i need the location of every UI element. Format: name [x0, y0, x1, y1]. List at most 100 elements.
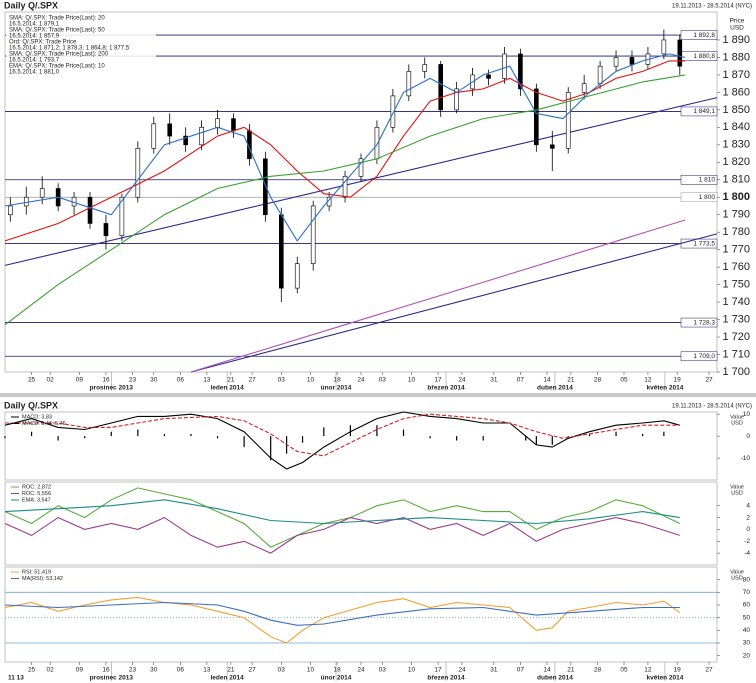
histogram-bar [535, 436, 537, 445]
x-tick-label: 14 [543, 377, 551, 384]
legend-value: 16.5.2014: 1 857,9 [9, 34, 60, 40]
y-tick-label: 4 [746, 502, 750, 509]
histogram-bar [482, 436, 484, 441]
histogram-bar [163, 433, 166, 437]
y-tick-label: 1 810 [722, 174, 750, 186]
y-tick-label: 2 [746, 514, 750, 521]
x-tick-label: 25 [28, 377, 36, 384]
legend-name: EMA: Q/.SPX: Trade Price(Last): 10 [9, 64, 105, 70]
candle-body [486, 74, 491, 79]
candle-body [199, 127, 204, 146]
x-tick-label: 06 [177, 377, 185, 384]
legend-value: 16.5.2014: 1 793,7 [9, 58, 60, 64]
histogram-bar [4, 436, 6, 439]
legend-value: 16.5.2014: 1 881,0 [9, 70, 60, 76]
series-line [4, 516, 680, 554]
histogram-bar [137, 429, 139, 437]
level-box [680, 30, 718, 40]
level-box [680, 175, 718, 185]
month-label: leden 2014 [210, 675, 244, 682]
candle-body [390, 95, 396, 128]
y-tick-label: -2 [744, 538, 750, 545]
x-tick-label: 18 [333, 377, 341, 384]
legend-name: EMA: 3,547 [22, 497, 51, 503]
x-tick-label: 13 [203, 667, 211, 674]
candle-body [677, 39, 683, 67]
y-tick-label: 1 780 [722, 226, 750, 238]
x-tick-label: 03 [379, 377, 387, 384]
y-tick-label: 1 800 [722, 191, 750, 203]
x-tick-label: 17 [434, 667, 442, 674]
y-tick-label: 1 890 [722, 34, 750, 46]
y-tick-label: 1 740 [722, 296, 750, 308]
trend-line [190, 233, 718, 373]
candle-body [613, 57, 619, 67]
legend-name: ROC: 5,556 [22, 491, 51, 497]
histogram-bar [429, 436, 431, 439]
x-tick-label: 28 [594, 667, 602, 674]
month-label: březen 2014 [427, 385, 465, 392]
y-tick-label: 10 [743, 411, 751, 418]
series-line [190, 219, 686, 373]
window-title: Daily Q/.SPX [4, 400, 58, 410]
y-tick-label: 1 850 [722, 104, 750, 116]
series-line [5, 413, 680, 457]
x-tick-label: 18 [333, 667, 341, 674]
legend-name: Ord: Q/.SPX: Trade Price [9, 40, 77, 46]
candle-body [565, 92, 571, 149]
histogram-bar [190, 433, 192, 437]
candle-body [294, 263, 300, 289]
histogram-bar [376, 425, 378, 437]
histogram-bar [588, 433, 591, 437]
y-tick-label: 1 860 [722, 86, 750, 98]
legend-name: RSI: 51,419 [22, 569, 51, 575]
legend-name: SMA: Q/.SPX: Trade Price(Last): 200 [9, 52, 109, 58]
y-tick-label: 60 [743, 602, 751, 609]
x-tick-label: 10 [307, 667, 315, 674]
y-tick-label: 40 [743, 627, 751, 634]
start-label: 11 13 [8, 675, 24, 682]
histogram-bar [84, 436, 86, 439]
month-label: březen 2014 [427, 675, 465, 682]
level-label: 1 892,8 [693, 32, 715, 39]
candle-body [502, 53, 507, 79]
x-tick-label: 09 [76, 377, 84, 384]
x-tick-label: 28 [594, 377, 602, 384]
series-line [4, 53, 686, 242]
axis-title: Price [730, 18, 745, 25]
series-line [4, 74, 686, 326]
histogram-bar [663, 431, 665, 437]
x-tick-label: 27 [705, 667, 713, 674]
x-tick-label: 10 [408, 377, 416, 384]
y-tick-label: 1 730 [722, 313, 750, 325]
axis-title: USD [731, 490, 743, 496]
window-divider [0, 393, 756, 397]
histogram-bar [243, 436, 245, 448]
x-tick-label: 30 [150, 667, 158, 674]
histogram-bar [642, 433, 644, 437]
x-tick-label: 07 [517, 377, 525, 384]
x-tick-label: 21 [227, 377, 235, 384]
histogram-bar [349, 425, 351, 437]
x-tick-label: 13 [203, 377, 211, 384]
level-label: 1 880,8 [693, 53, 715, 60]
month-label: prosinec 2013 [90, 675, 134, 682]
y-tick-label: 1 760 [722, 261, 750, 273]
month-label: prosinec 2013 [90, 385, 134, 392]
level-box [680, 106, 718, 117]
histogram-bar [323, 427, 325, 437]
y-tick-label: -10 [741, 455, 751, 462]
x-tick-label: 03 [278, 667, 286, 674]
level-box [680, 351, 718, 362]
candle-body [231, 118, 236, 132]
x-tick-label: 05 [620, 667, 628, 674]
y-tick-label: 0 [746, 433, 750, 440]
axis-title: Value [730, 414, 744, 420]
x-tick-label: 16 [102, 377, 110, 384]
y-tick-label: 20 [743, 652, 751, 659]
x-tick-label: 24 [357, 377, 365, 384]
histogram-bar [615, 431, 617, 437]
y-tick-label: -4 [744, 550, 750, 557]
candle-body [422, 64, 428, 72]
legend-name: MACD: 3,83 [22, 414, 52, 420]
